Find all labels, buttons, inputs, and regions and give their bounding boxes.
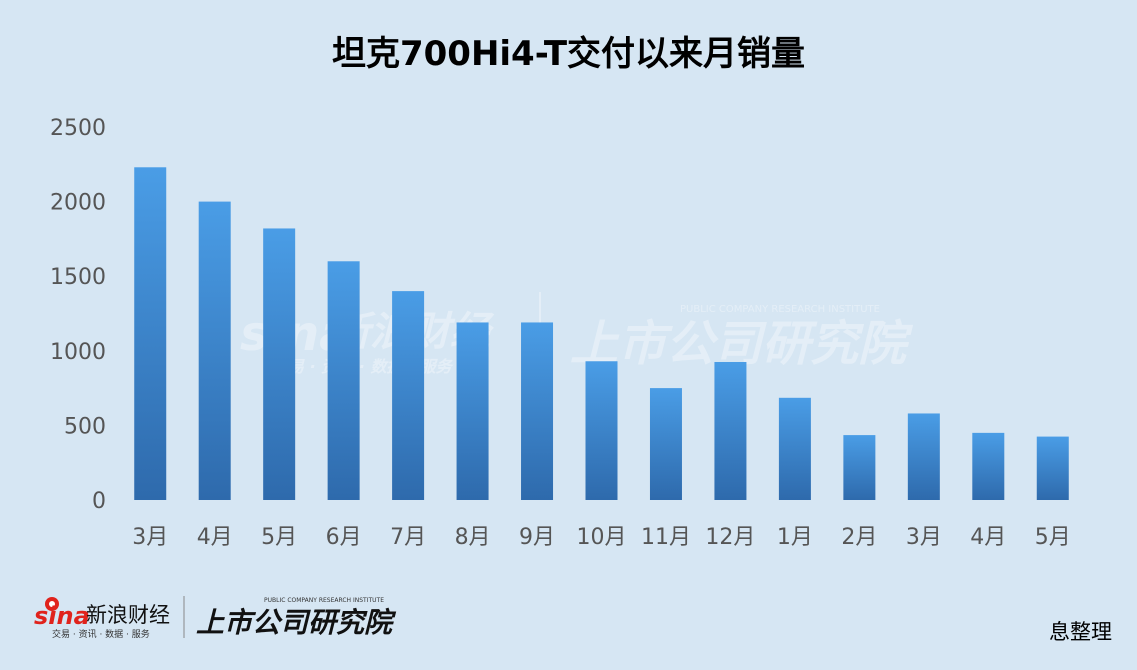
x-tick-label: 9月 [519, 525, 555, 550]
bar-14 [972, 432, 1005, 500]
footer-logo: sina 新浪财经 交易 · 资讯 · 数据 · 服务 上市公司研究院 PUBL… [34, 596, 397, 640]
x-tick-label: 7月 [390, 525, 426, 550]
y-tick-label: 500 [64, 414, 106, 439]
bar-2 [198, 201, 231, 500]
x-tick-label: 1月 [777, 525, 813, 550]
y-tick-label: 2000 [50, 191, 106, 216]
bar-4 [327, 261, 360, 500]
x-tick-label: 3月 [906, 525, 942, 550]
y-tick-label: 1000 [50, 340, 106, 365]
y-tick-label: 1500 [50, 265, 106, 290]
bar-10 [714, 361, 747, 500]
x-tick-label: 10月 [577, 525, 627, 550]
bar-5 [392, 291, 425, 500]
bar-12 [843, 435, 876, 500]
x-tick-label: 4月 [970, 525, 1006, 550]
x-tick-label: 11月 [641, 525, 691, 550]
x-axis: 3月 4月 5月 6月 7月 8月 9月 10月 11月 12月 1月 2月 3月 4月 5月 [132, 525, 1071, 550]
x-tick-label: 2月 [841, 525, 877, 550]
x-tick-label: 5月 [1035, 525, 1071, 550]
watermark-institute-en: PUBLIC COMPANY RESEARCH INSTITUTE [680, 304, 880, 315]
source-note: 息整理 [1049, 620, 1112, 644]
institute-cn-text: 上市公司研究院 [196, 606, 397, 639]
bar-9 [649, 388, 682, 500]
bar-8 [585, 361, 618, 500]
bar-6 [456, 322, 489, 500]
bar-1 [134, 167, 167, 500]
x-tick-label: 8月 [455, 525, 491, 550]
x-tick-label: 5月 [261, 525, 297, 550]
x-tick-label: 3月 [132, 525, 168, 550]
bars [134, 167, 1069, 500]
bar-7 [521, 322, 554, 500]
institute-en-text: PUBLIC COMPANY RESEARCH INSTITUTE [264, 597, 384, 604]
x-tick-label: 4月 [197, 525, 233, 550]
bar-15 [1036, 436, 1069, 500]
y-axis: 0 500 1000 1500 2000 2500 [50, 116, 106, 514]
y-tick-label: 2500 [50, 116, 106, 141]
x-tick-label: 12月 [705, 525, 755, 550]
bar-13 [907, 413, 940, 500]
sina-logo-text: sina [34, 602, 90, 630]
sina-sub-text: 交易 · 资讯 · 数据 · 服务 [52, 628, 150, 640]
bar-3 [263, 228, 296, 500]
x-tick-label: 6月 [326, 525, 362, 550]
bar-11 [778, 397, 811, 500]
watermark-sina-sub: 交易 · 资讯 · 数据 · 服务 [272, 357, 454, 376]
y-tick-label: 0 [92, 489, 106, 514]
chart-title: 坦克700Hi4-T交付以来月销量 [331, 34, 806, 74]
sina-cn-text: 新浪财经 [86, 603, 170, 627]
